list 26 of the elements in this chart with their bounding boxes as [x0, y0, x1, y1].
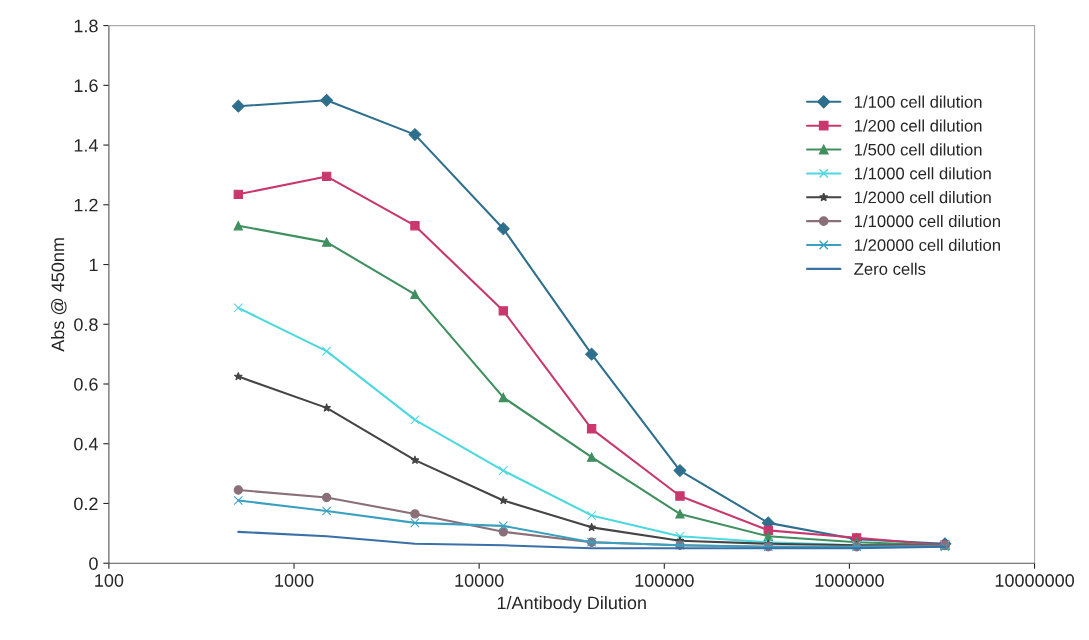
x-tick-label: 1000: [275, 574, 314, 587]
y-tick-label: 0.2: [74, 497, 98, 511]
y-tick-label: 1: [89, 258, 98, 272]
x-tick-label: 100: [95, 574, 124, 587]
x-tick-label: 10000: [455, 574, 504, 587]
x-tick-label: 100000: [635, 574, 694, 587]
legend-label: 1/2000 cell dilution: [854, 191, 991, 204]
legend-label: 1/20000 cell dilution: [854, 238, 1000, 252]
y-tick-label: 0.8: [74, 318, 98, 331]
y-axis-title: Abs @ 450nm: [51, 238, 67, 352]
legend-label: 1/500 cell dilution: [854, 143, 982, 156]
y-tick-label: 0.6: [74, 377, 98, 391]
y-tick-label: 1.2: [74, 198, 98, 212]
y-tick-label: 1.8: [74, 19, 98, 33]
legend-label: 1/100 cell dilution: [854, 95, 982, 108]
legend-label: Zero cells: [854, 262, 926, 275]
y-tick-label: 0: [89, 557, 98, 570]
y-tick-label: 1.4: [74, 139, 98, 152]
legend-label: 1/10000 cell dilution: [854, 214, 1000, 228]
x-tick-label: 10000000: [995, 574, 1075, 587]
x-axis-title: 1/Antibody Dilution: [497, 596, 646, 613]
legend-label: 1/1000 cell dilution: [854, 167, 991, 180]
legend-label: 1/200 cell dilution: [854, 119, 982, 132]
y-tick-label: 0.4: [74, 437, 98, 451]
y-tick-label: 1.6: [74, 79, 98, 93]
x-tick-label: 1000000: [815, 574, 884, 587]
